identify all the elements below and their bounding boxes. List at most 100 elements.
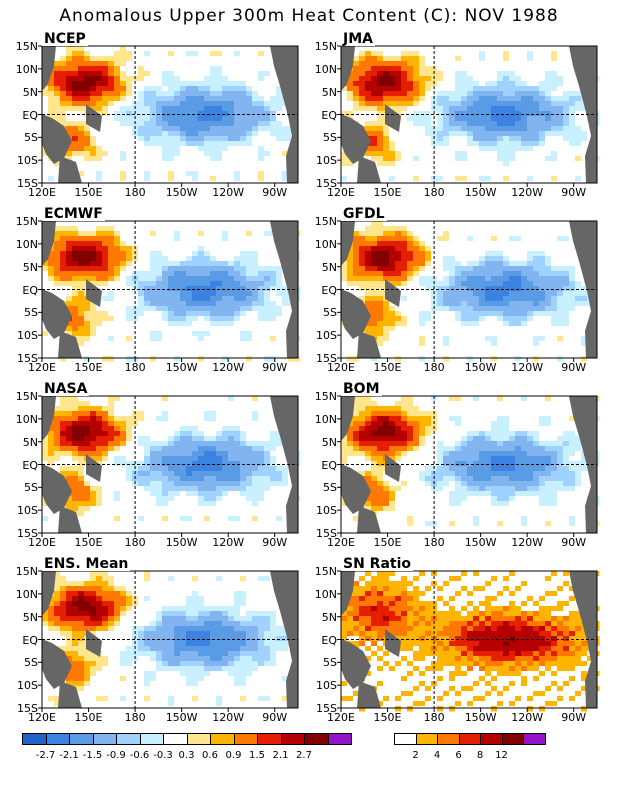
longitude-label: 90W [262, 711, 288, 724]
longitude-label: 120W [212, 711, 245, 724]
heat-content-map [38, 570, 301, 712]
longitude-label: 150W [464, 536, 497, 549]
longitude-label: 120E [327, 711, 355, 724]
latitude-label: 5N [22, 435, 38, 449]
panel-title: ECMWF [42, 206, 105, 222]
latitude-label: 15S [17, 702, 38, 715]
heat-content-map [38, 45, 301, 187]
colorbar-label: -1.5 [82, 750, 103, 761]
panel-title: GFDL [341, 206, 387, 222]
latitude-label: 10N [314, 587, 337, 601]
longitude-label: 90W [561, 536, 587, 549]
latitude-label: 10S [316, 154, 337, 168]
longitude-label: 180 [124, 536, 146, 549]
latitude-label: 10N [314, 62, 337, 76]
latitude-label: 15N [314, 565, 337, 578]
longitude-label: 150W [464, 361, 497, 374]
latitude-label: 5N [321, 85, 337, 99]
latitude-label: 10N [15, 237, 38, 251]
latitude-label: 10S [316, 504, 337, 518]
heat-content-map [337, 220, 600, 362]
colorbar-swatch [257, 733, 282, 745]
colorbar-swatch [437, 733, 460, 745]
latitude-label: 10N [314, 412, 337, 426]
anomaly-colorbar: -2.7 -2.1 -1.5 -0.9 -0.6 -0.3 0.3 0.6 0.9 1.5 2.1 2… [22, 733, 356, 765]
colorbar-label: 12 [495, 750, 508, 761]
latitude-label: 15S [17, 352, 38, 365]
colorbar-swatch [304, 733, 329, 745]
colorbar-label: 2.7 [296, 750, 312, 761]
latitude-label: 10S [17, 154, 38, 168]
latitude-label: 10S [316, 679, 337, 693]
latitude-label: 5N [321, 260, 337, 274]
longitude-label: 180 [124, 711, 146, 724]
latitude-label: 15N [314, 390, 337, 403]
colorbar-swatch [280, 733, 305, 745]
longitude-label: 180 [124, 186, 146, 199]
latitude-label: 10S [17, 504, 38, 518]
latitude-label: 5S [24, 131, 38, 145]
heat-content-map [337, 570, 600, 712]
latitude-label: 5S [323, 481, 337, 495]
latitude-label: 15N [15, 565, 38, 578]
longitude-label: 180 [423, 536, 445, 549]
colorbar-swatch [116, 733, 141, 745]
heat-content-map [38, 220, 301, 362]
latitude-label: 15N [15, 215, 38, 228]
colorbar-swatch [45, 733, 70, 745]
map-panel: NCEP 15N 10N 5N EQ 5S 10S 15S 120E 150E 180 150W 120… [16, 32, 342, 216]
colorbar-swatch [458, 733, 481, 745]
longitude-label: 120W [212, 361, 245, 374]
longitude-label: 180 [124, 361, 146, 374]
latitude-label: 15N [314, 40, 337, 53]
colorbar-label: 1.5 [249, 750, 265, 761]
longitude-label: 180 [423, 361, 445, 374]
latitude-label: 10N [15, 587, 38, 601]
longitude-label: 120W [511, 711, 544, 724]
latitude-label: EQ [22, 458, 38, 472]
colorbar-label: 0.3 [178, 750, 195, 761]
latitude-label: EQ [321, 283, 337, 297]
latitude-label: 5S [323, 131, 337, 145]
latitude-label: 10S [17, 679, 38, 693]
panel-title: ENS. Mean [42, 556, 131, 572]
longitude-label: 150W [165, 536, 198, 549]
longitude-label: 120E [28, 361, 56, 374]
colorbar-swatch [163, 733, 188, 745]
longitude-label: 150E [74, 361, 103, 374]
latitude-label: EQ [321, 108, 337, 122]
latitude-label: 10S [17, 329, 38, 343]
latitude-label: 5S [24, 306, 38, 320]
longitude-label: 150E [373, 186, 402, 199]
panel-title: NCEP [42, 31, 88, 47]
latitude-label: 5S [323, 656, 337, 670]
panel-title: SN Ratio [341, 556, 414, 572]
longitude-label: 150W [165, 711, 198, 724]
longitude-label: 90W [561, 361, 587, 374]
latitude-label: 5N [22, 260, 38, 274]
longitude-label: 150W [165, 186, 198, 199]
latitude-label: EQ [321, 633, 337, 647]
colorbar-swatch [394, 733, 417, 745]
longitude-label: 150E [74, 711, 103, 724]
latitude-label: 5N [22, 610, 38, 624]
longitude-label: 90W [262, 186, 288, 199]
heat-content-map [337, 395, 600, 537]
longitude-label: 90W [262, 361, 288, 374]
colorbar-label: 8 [476, 750, 484, 761]
longitude-label: 120W [511, 536, 544, 549]
map-panel: ECMWF 15N 10N 5N EQ 5S 10S 15S 120E 150E 180 150W 12… [16, 207, 342, 391]
colorbar-swatch [69, 733, 94, 745]
longitude-label: 150E [373, 536, 402, 549]
latitude-label: 15N [15, 40, 38, 53]
longitude-label: 120W [511, 361, 544, 374]
latitude-label: EQ [22, 283, 38, 297]
colorbar-swatch [415, 733, 438, 745]
latitude-label: 15S [316, 702, 337, 715]
latitude-label: 5S [24, 481, 38, 495]
colorbar-label: 4 [433, 750, 441, 761]
colorbar-label: 0.6 [202, 750, 218, 761]
longitude-label: 90W [561, 711, 587, 724]
latitude-label: 15S [316, 527, 337, 540]
latitude-label: 15S [17, 527, 38, 540]
